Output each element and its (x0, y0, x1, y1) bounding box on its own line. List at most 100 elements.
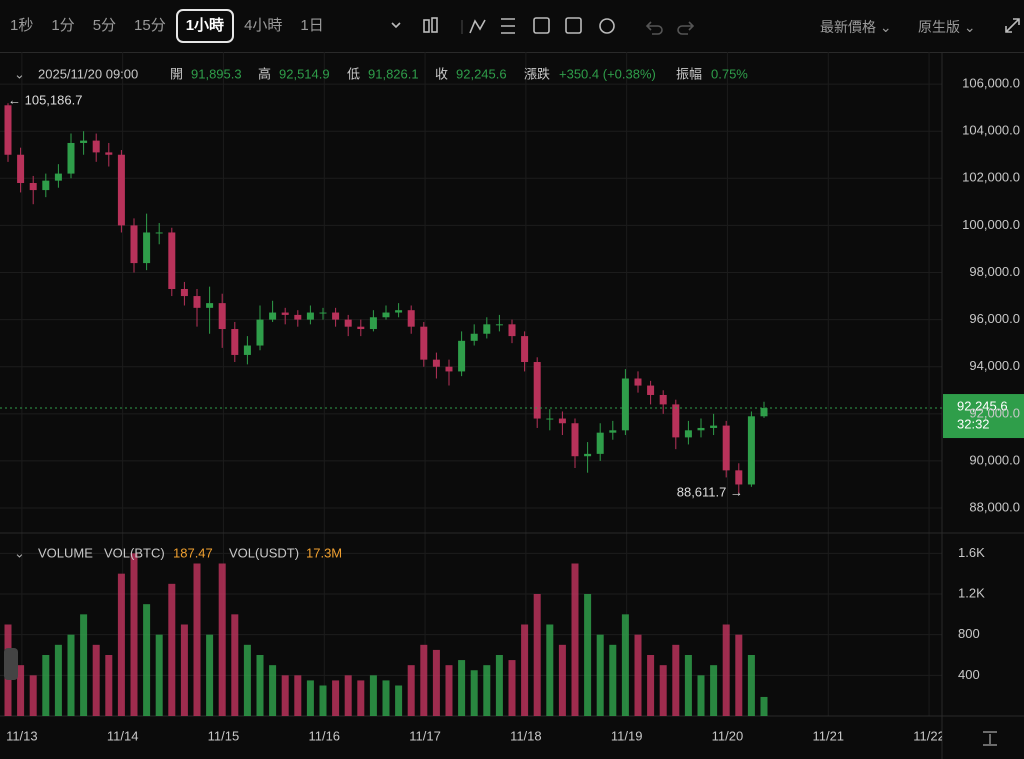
candle-body (445, 366, 453, 372)
interval-button[interactable]: 4小時 (244, 17, 283, 34)
interval-button[interactable]: 1日 (300, 17, 324, 34)
volume-bar (546, 624, 554, 716)
volume-bar (54, 644, 62, 716)
interval-button[interactable]: 15分 (134, 17, 166, 34)
interval-button[interactable]: 1秒 (10, 17, 34, 34)
candle-body (206, 303, 214, 308)
undo-icon[interactable] (645, 21, 663, 35)
candle-body (747, 416, 755, 485)
candle-body (546, 418, 554, 420)
volume-bar (67, 634, 75, 716)
vol-usdt-value: 17.3M (306, 545, 342, 560)
settings-icon[interactable] (599, 18, 615, 34)
candle-body (634, 378, 642, 386)
y-tick-label: 100,000.0 (962, 217, 1020, 232)
candle-body (710, 425, 718, 428)
volume-bar (344, 675, 352, 716)
open-value: 91,895.3 (191, 66, 242, 81)
y-tick-label: 106,000.0 (962, 76, 1020, 91)
candle-body (495, 324, 503, 326)
candle-body (395, 310, 403, 313)
volume-bar (521, 624, 529, 716)
candle-body (42, 180, 50, 191)
fullscreen-icon[interactable] (1005, 18, 1020, 33)
indicator-icon[interactable] (469, 19, 486, 34)
volume-bar (180, 624, 188, 716)
candle-body (294, 314, 302, 320)
bar-time: 2025/11/20 09:00 (38, 66, 138, 81)
collapse-volume[interactable]: ⌄ (14, 545, 25, 560)
x-tick-label: 11/22 (913, 728, 945, 743)
view-label: 原生版 (918, 19, 960, 35)
candle-body (17, 154, 25, 184)
candle-body (508, 324, 516, 337)
candle-body (357, 326, 365, 330)
x-tick-label: 11/15 (208, 728, 240, 743)
template-icon[interactable] (565, 17, 582, 34)
x-tick-label: 11/18 (510, 728, 542, 743)
max-price-label: ← 105,186.7 (8, 92, 82, 107)
candle-body (332, 312, 340, 320)
price-type[interactable]: 最新價格 ⌄ (820, 19, 892, 35)
volume-bar (243, 644, 251, 716)
volume-bar (495, 655, 503, 716)
interval-button[interactable]: 1小時 (175, 9, 235, 43)
candle-body (306, 312, 314, 320)
candle-body (659, 394, 667, 405)
volume-bar (369, 675, 377, 716)
candle-body (697, 427, 705, 431)
close-label: 收 (435, 66, 448, 81)
more-intervals[interactable] (391, 22, 401, 29)
volume-bar (42, 655, 50, 716)
view-select[interactable]: 原生版 ⌄ (918, 19, 976, 35)
volume-bar (584, 594, 592, 716)
y-tick-label: 90,000.0 (969, 452, 1020, 467)
volume-bar (332, 680, 340, 716)
volume-bar (306, 680, 314, 716)
x-tick-label: 11/17 (409, 728, 441, 743)
low-label: 低 (347, 66, 360, 81)
volume-bar (508, 660, 516, 716)
volume-bar (143, 604, 151, 716)
volume-tick-label: 1.6K (958, 545, 985, 560)
candle-body (243, 345, 251, 355)
countdown-label: 32:32 (957, 416, 990, 431)
candle-icon[interactable] (423, 19, 430, 33)
volume-bar (206, 634, 214, 716)
candle-body (67, 142, 75, 174)
high-value: 92,514.9 (279, 66, 330, 81)
x-tick-label: 11/21 (812, 728, 844, 743)
candle-body (155, 232, 163, 234)
close-value: 92,245.6 (456, 66, 507, 81)
candle-body (4, 105, 12, 155)
menu-icon[interactable] (501, 18, 515, 34)
candle-body (558, 418, 566, 424)
candle-body (420, 326, 428, 360)
x-tick-label: 11/20 (712, 728, 744, 743)
scale-icon[interactable] (983, 731, 997, 746)
candle-body (80, 140, 88, 143)
change-value: +350.4 (+0.38%) (559, 66, 656, 81)
collapse[interactable]: ⌄ (14, 66, 25, 81)
candle-body (319, 312, 327, 314)
side-toggle[interactable] (4, 648, 18, 680)
y-tick-label: 88,000.0 (969, 499, 1020, 514)
volume-bar (407, 665, 415, 716)
x-tick-label: 11/16 (308, 728, 340, 743)
volume-tick-label: 1.2K (958, 585, 985, 600)
candle-body (760, 408, 768, 417)
candle-body (407, 310, 415, 327)
toolbar-icons (391, 17, 1020, 35)
candle-body (105, 152, 113, 155)
candle-body (571, 423, 579, 457)
volume-tick-label: 800 (958, 626, 980, 641)
interval-button[interactable]: 1分 (51, 17, 75, 34)
volume-bar (92, 644, 100, 716)
interval-button[interactable]: 5分 (92, 17, 117, 34)
x-tick-label: 11/14 (107, 728, 139, 743)
candle-body (143, 232, 151, 264)
volume-bar (470, 670, 478, 716)
redo-icon[interactable] (677, 21, 695, 35)
draw-icon[interactable] (533, 17, 550, 34)
y-tick-label: 96,000.0 (969, 311, 1020, 326)
